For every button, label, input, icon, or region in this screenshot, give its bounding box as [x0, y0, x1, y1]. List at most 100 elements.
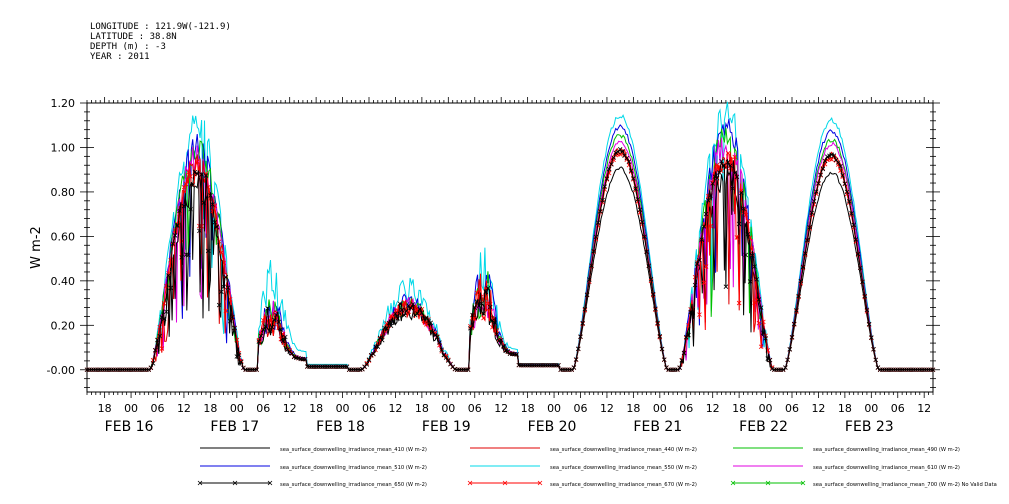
data-point-marker [157, 324, 162, 330]
data-point-marker [853, 237, 859, 242]
data-point-marker [756, 320, 762, 326]
y-tick-label: 0.40 [51, 275, 76, 288]
x-tick-label: 06 [362, 402, 376, 415]
data-point-marker [232, 325, 237, 331]
x-tick-label: 06 [891, 402, 905, 415]
data-point-marker [633, 186, 638, 191]
data-point-marker [379, 337, 385, 343]
y-axis-label: W m-2 [29, 226, 44, 269]
data-point-marker [364, 362, 370, 367]
data-point-marker [188, 206, 193, 212]
data-point-marker [280, 338, 286, 344]
data-point-marker [626, 159, 632, 164]
data-point-marker [366, 357, 372, 362]
legend-marker [467, 480, 473, 486]
data-point-marker [624, 155, 630, 161]
data-point-marker [472, 316, 478, 321]
data-point-marker [265, 306, 270, 311]
data-point-marker [168, 285, 174, 291]
data-point-marker [725, 150, 731, 156]
data-point-marker [862, 293, 867, 299]
data-point-marker [580, 320, 585, 326]
data-point-marker [609, 162, 614, 167]
data-point-marker [697, 257, 702, 263]
data-point-marker [745, 231, 751, 237]
data-point-marker [578, 334, 583, 339]
data-point-marker [686, 332, 691, 338]
data-point-marker [606, 166, 612, 172]
data-point-marker [371, 351, 376, 357]
data-point-marker [166, 273, 171, 278]
data-point-marker [183, 181, 189, 187]
x-tick-label: 00 [124, 402, 138, 415]
data-point-marker [573, 357, 579, 362]
data-point-marker [816, 180, 821, 186]
data-point-marker [159, 315, 165, 320]
data-point-marker [474, 299, 480, 304]
data-point-marker [635, 197, 641, 202]
x-tick-label: 00 [547, 402, 561, 415]
data-point-marker [199, 223, 204, 229]
data-point-marker [818, 172, 823, 178]
data-point-marker [481, 311, 486, 316]
data-point-marker [831, 153, 837, 158]
data-point-marker [871, 346, 876, 352]
data-point-marker [703, 264, 709, 269]
x-tick-label: 12 [917, 402, 931, 415]
data-point-marker [465, 367, 471, 373]
data-point-marker [401, 299, 407, 305]
data-point-marker [256, 339, 262, 344]
data-point-marker [269, 324, 275, 330]
legend-marker [232, 480, 238, 486]
data-point-marker [813, 189, 819, 194]
y-tick-label: 0.60 [51, 230, 76, 243]
data-point-marker [591, 248, 597, 254]
data-point-marker [172, 233, 178, 238]
data-point-marker [679, 358, 685, 363]
data-point-marker [260, 327, 266, 333]
data-point-marker [492, 320, 497, 325]
data-point-marker [811, 198, 817, 204]
x-tick-label: 06 [256, 402, 270, 415]
data-point-marker [498, 337, 504, 343]
legend-label: sea_surface_downwelling_irradiance_mean_… [813, 447, 960, 453]
data-point-marker [430, 329, 436, 335]
data-point-marker [644, 249, 649, 255]
series-line [87, 151, 933, 371]
data-point-marker [223, 308, 229, 314]
data-point-marker [148, 365, 154, 370]
x-tick-label: 18 [98, 402, 112, 415]
data-point-marker [809, 210, 815, 216]
data-point-marker [289, 351, 295, 356]
data-point-marker [254, 367, 259, 373]
data-point-marker [866, 321, 872, 327]
data-point-marker [170, 241, 176, 246]
data-point-marker [653, 306, 658, 312]
data-point-marker [805, 237, 810, 243]
data-point-marker [208, 193, 213, 198]
data-point-marker [642, 234, 647, 239]
data-point-marker [186, 252, 191, 258]
data-point-marker [393, 311, 398, 317]
x-tick-label: 18 [626, 402, 640, 415]
data-point-marker [404, 308, 409, 314]
legend-marker [502, 480, 508, 486]
data-point-marker [851, 222, 856, 228]
legend-label: sea_surface_downwelling_irradiance_mean_… [280, 465, 427, 471]
data-point-marker [699, 237, 704, 242]
data-point-marker [227, 318, 233, 324]
data-point-marker [203, 171, 209, 176]
data-point-marker [443, 353, 449, 359]
data-point-marker [164, 309, 169, 315]
data-point-marker [694, 261, 700, 267]
data-point-marker [161, 316, 167, 322]
data-point-marker [514, 352, 519, 357]
data-point-marker [655, 320, 660, 326]
data-point-marker [750, 253, 755, 258]
data-point-marker [446, 358, 451, 363]
x-tick-label: 18 [732, 402, 746, 415]
data-point-marker [717, 170, 722, 175]
data-point-marker [858, 265, 863, 271]
data-point-marker [732, 154, 738, 160]
